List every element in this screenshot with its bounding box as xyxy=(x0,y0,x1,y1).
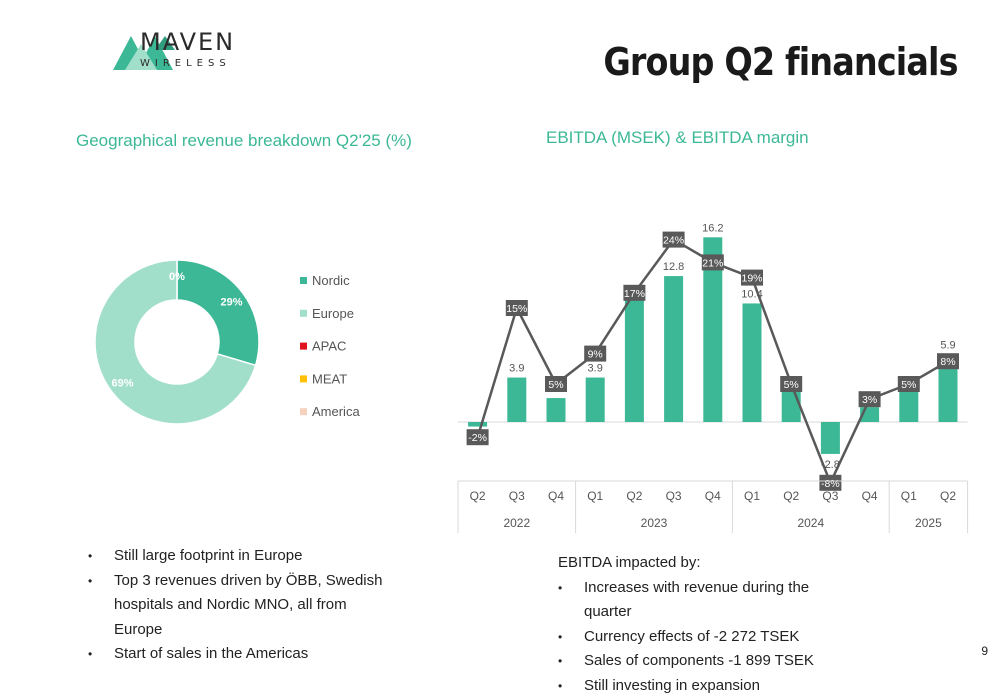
quarter-tick-label: Q4 xyxy=(548,489,564,503)
ebitda-bar xyxy=(743,303,762,422)
bar-value-label: 3.9 xyxy=(509,363,524,375)
geo-bullets: Still large footprint in Europe Top 3 re… xyxy=(88,544,388,667)
quarter-tick-label: Q4 xyxy=(705,489,721,503)
margin-value-label: 17% xyxy=(624,288,645,300)
margin-value-label: 19% xyxy=(741,273,762,285)
margin-value-label: -2% xyxy=(468,432,487,444)
year-group-label: 2024 xyxy=(797,516,824,530)
bar-value-label: 5.9 xyxy=(940,340,955,352)
quarter-tick-label: Q3 xyxy=(822,489,838,503)
ebitda-bullet: Increases with revenue during the quarte… xyxy=(558,576,858,625)
quarter-tick-label: Q2 xyxy=(940,489,956,503)
year-group-label: 2022 xyxy=(503,516,530,530)
ebitda-bar xyxy=(664,276,683,422)
margin-value-label: 3% xyxy=(862,394,877,406)
ebitda-bullet: Sales of components -1 899 TSEK xyxy=(558,649,858,674)
ebitda-bullets: EBITDA impacted by: Increases with reven… xyxy=(558,551,858,698)
bar-value-label: 3.9 xyxy=(588,363,603,375)
geo-bullet: Top 3 revenues driven by ÖBB, Swedish ho… xyxy=(88,569,388,643)
ebitda-bar xyxy=(821,422,840,454)
margin-value-label: 5% xyxy=(901,379,916,391)
quarter-tick-label: Q2 xyxy=(783,489,799,503)
quarter-tick-label: Q1 xyxy=(901,489,917,503)
margin-value-label: 9% xyxy=(588,349,603,361)
year-group-label: 2025 xyxy=(915,516,942,530)
ebitda-bar xyxy=(625,292,644,422)
quarter-tick-label: Q3 xyxy=(509,489,525,503)
geo-bullet: Still large footprint in Europe xyxy=(88,544,388,569)
bar-value-label: 16.2 xyxy=(702,222,723,234)
ebitda-bar xyxy=(468,422,487,427)
bar-value-label: 10.4 xyxy=(741,288,762,300)
bar-value-label: 12.8 xyxy=(663,261,684,273)
margin-value-label: -8% xyxy=(821,478,840,490)
ebitda-bar xyxy=(782,390,801,422)
quarter-tick-label: Q2 xyxy=(470,489,486,503)
ebitda-bullet: Currency effects of -2 272 TSEK xyxy=(558,625,858,650)
quarter-tick-label: Q4 xyxy=(862,489,878,503)
page-number: 9 xyxy=(981,644,988,658)
margin-value-label: 15% xyxy=(506,303,527,315)
margin-value-label: 24% xyxy=(663,235,684,247)
year-group-label: 2023 xyxy=(641,516,668,530)
quarter-tick-label: Q3 xyxy=(666,489,682,503)
ebitda-bullet: Still investing in expansion xyxy=(558,674,858,698)
bar-value-label: -2.8 xyxy=(821,459,840,471)
quarter-tick-label: Q1 xyxy=(587,489,603,503)
geo-bullet: Start of sales in the Americas xyxy=(88,642,388,667)
margin-value-label: 5% xyxy=(784,379,799,391)
impact-heading: EBITDA impacted by: xyxy=(558,551,858,576)
margin-value-label: 5% xyxy=(548,379,563,391)
ebitda-bar xyxy=(586,378,605,422)
margin-value-label: 8% xyxy=(940,356,955,368)
quarter-tick-label: Q2 xyxy=(626,489,642,503)
margin-value-label: 21% xyxy=(702,257,723,269)
quarter-tick-label: Q1 xyxy=(744,489,760,503)
ebitda-bar xyxy=(507,378,526,422)
ebitda-bar xyxy=(547,398,566,422)
ebitda-bar xyxy=(899,391,918,422)
